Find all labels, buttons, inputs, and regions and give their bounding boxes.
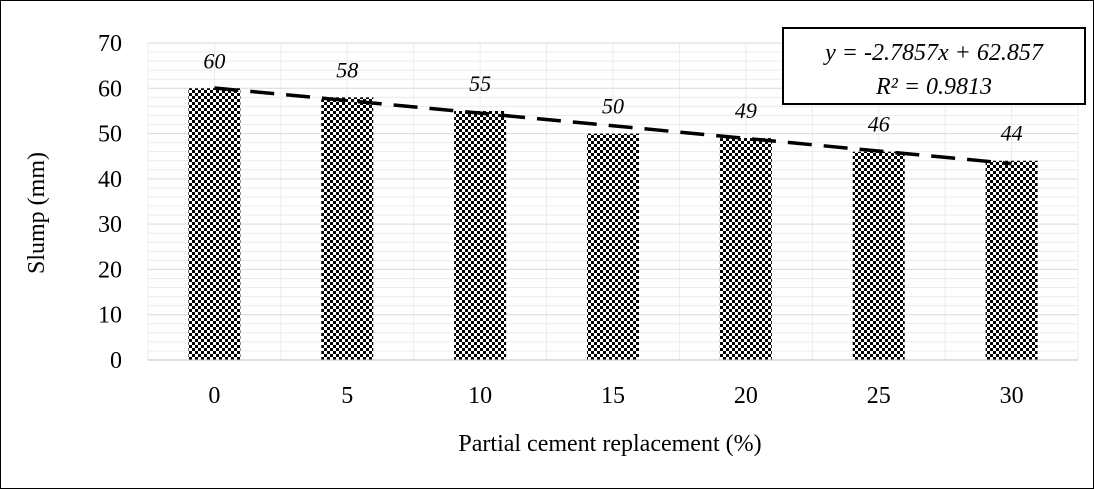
y-tick-label: 40	[98, 167, 122, 193]
bar-20	[719, 138, 772, 360]
data-label: 55	[469, 71, 491, 96]
equation-box: y = -2.7857x + 62.857 R² = 0.9813	[782, 27, 1086, 105]
x-tick-label: 25	[867, 383, 891, 409]
data-label: 58	[336, 57, 358, 82]
bars-group	[188, 88, 1038, 361]
y-tick-label: 0	[110, 348, 122, 374]
y-tick-label: 60	[98, 76, 122, 102]
data-labels: 60 58 55 50 49 46 44	[203, 48, 1022, 145]
bar-5	[321, 97, 374, 360]
bar-15	[587, 133, 639, 360]
bar-10	[454, 110, 507, 360]
bar-30	[985, 160, 1038, 360]
x-tick-label: 20	[734, 383, 758, 409]
data-label: 60	[203, 48, 225, 73]
x-tick-label: 30	[1000, 383, 1024, 409]
y-tick-label: 20	[98, 257, 122, 283]
data-label: 44	[1001, 121, 1023, 146]
trendline-r-squared: R² = 0.9813	[875, 74, 992, 100]
bar-25	[852, 151, 905, 360]
x-tick-label: 15	[601, 383, 625, 409]
trendline-equation: y = -2.7857x + 62.857	[823, 40, 1044, 66]
trendline-group	[214, 86, 1012, 166]
data-label: 50	[602, 94, 624, 119]
x-axis-title: Partial cement replacement (%)	[458, 431, 761, 457]
y-tick-label: 10	[98, 303, 122, 329]
y-tick-label: 30	[98, 212, 122, 238]
y-axis-title: Slump (mm)	[24, 152, 50, 274]
x-tick-label: 0	[208, 383, 220, 409]
y-tick-label: 50	[98, 122, 122, 148]
y-tick-label: 70	[98, 31, 122, 57]
bar-0	[188, 88, 241, 361]
data-label: 49	[735, 98, 757, 123]
data-label: 46	[868, 112, 890, 137]
x-tick-label: 5	[341, 383, 353, 409]
trendline	[214, 86, 1012, 166]
tick-labels: 0 10 20 30 40 50 60 70 0 5 10 15 20 25 30	[98, 31, 1024, 409]
x-tick-label: 10	[468, 383, 492, 409]
